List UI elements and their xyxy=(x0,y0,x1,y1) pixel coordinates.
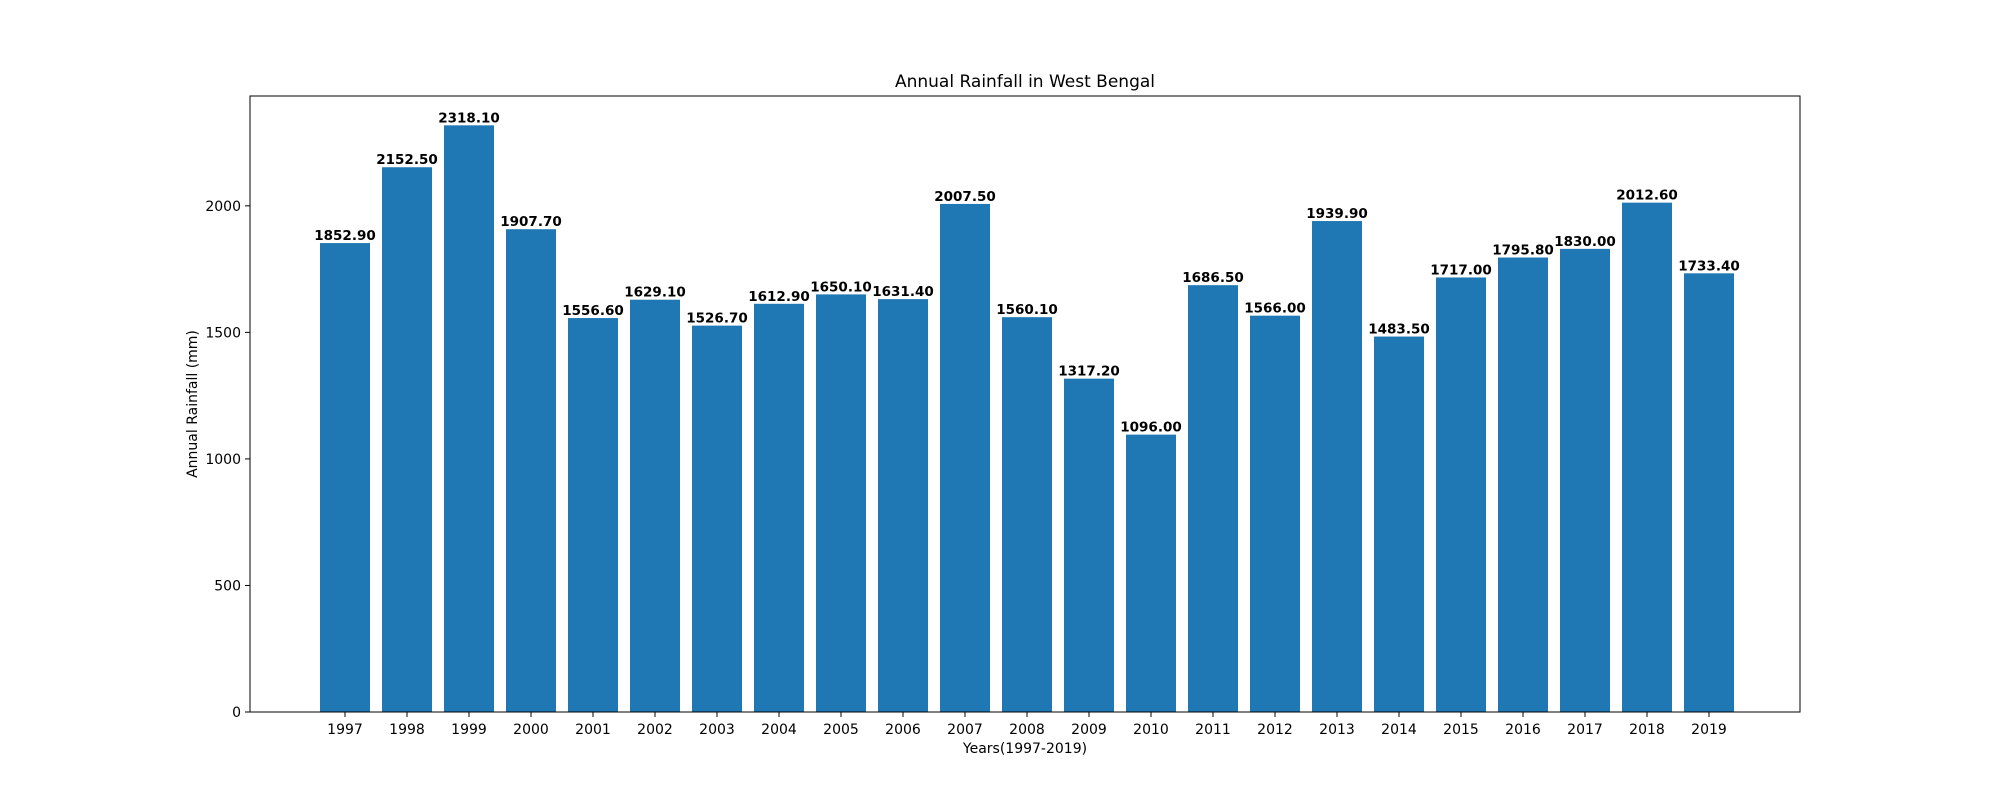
bar-value-label-2002: 1629.10 xyxy=(624,285,686,301)
x-tick-label-2006: 2006 xyxy=(885,722,921,738)
x-tick-label-2001: 2001 xyxy=(575,722,611,738)
x-tick-label-1998: 1998 xyxy=(389,722,425,738)
x-tick-label-2016: 2016 xyxy=(1505,722,1541,738)
bar-value-label-2016: 1795.80 xyxy=(1492,243,1554,259)
x-tick-label-2014: 2014 xyxy=(1381,722,1417,738)
bar-2013 xyxy=(1312,221,1362,713)
bar-2005 xyxy=(816,294,866,712)
x-tick-label-2002: 2002 xyxy=(637,722,673,738)
x-tick-label-1999: 1999 xyxy=(451,722,487,738)
bar-2012 xyxy=(1250,315,1300,712)
x-axis-label: Years(1997-2019) xyxy=(962,741,1087,757)
bar-value-label-2010: 1096.00 xyxy=(1120,420,1182,436)
bar-labels-group: 1852.90 2152.50 2318.10 1907.70 1556.601629.… xyxy=(314,110,1740,435)
x-tick-label-2012: 2012 xyxy=(1257,722,1293,738)
bar-value-label-2003: 1526.70 xyxy=(686,311,748,327)
bar-2007 xyxy=(940,203,990,712)
bar-2016 xyxy=(1498,257,1548,712)
bar-value-label-2004: 1612.90 xyxy=(748,289,810,305)
bar-2017 xyxy=(1560,248,1610,712)
x-tick-label-2007: 2007 xyxy=(947,722,983,738)
x-tick-label-1997: 1997 xyxy=(327,722,363,738)
bar-1997 xyxy=(320,243,370,713)
x-tick-label-2008: 2008 xyxy=(1009,722,1045,738)
y-tick-label-1500: 1500 xyxy=(205,325,241,341)
bar-2003 xyxy=(692,325,742,712)
y-tick-label-500: 500 xyxy=(214,578,241,594)
bar-2008 xyxy=(1002,317,1052,712)
bar-2011 xyxy=(1188,285,1238,712)
y-axis-label: Annual Rainfall (mm) xyxy=(185,330,201,478)
x-tick-label-2013: 2013 xyxy=(1319,722,1355,738)
x-tick-label-2019: 2019 xyxy=(1691,722,1727,738)
bar-value-label-2017: 1830.00 xyxy=(1554,234,1616,250)
bar-value-label-2019: 1733.40 xyxy=(1678,258,1740,274)
bar-value-label-2012: 1566.00 xyxy=(1244,301,1306,317)
bar-2004 xyxy=(754,303,804,712)
x-tick-label-2018: 2018 xyxy=(1629,722,1665,738)
bar-1998 xyxy=(382,167,432,712)
x-tick-label-2015: 2015 xyxy=(1443,722,1479,738)
bar-2014 xyxy=(1374,336,1424,712)
bar-2009 xyxy=(1064,378,1114,712)
x-tick-label-2010: 2010 xyxy=(1133,722,1169,738)
bar-2010 xyxy=(1126,434,1176,712)
bar-2019 xyxy=(1684,273,1734,712)
bar-value-label-2008: 1560.10 xyxy=(996,302,1058,318)
bar-value-label-1999: 2318.10 xyxy=(438,110,500,126)
bar-2002 xyxy=(630,299,680,712)
bar-value-label-2018: 2012.60 xyxy=(1616,188,1678,204)
bar-value-label-2005: 1650.10 xyxy=(810,279,872,295)
x-axis: 1997 1998 1999 2000 2001 2002 2003 2004 2005 2006… xyxy=(327,712,1727,738)
bar-2006 xyxy=(878,299,928,712)
bar-2018 xyxy=(1622,202,1672,712)
bar-value-label-2000: 1907.70 xyxy=(500,214,562,230)
bar-value-label-2007: 2007.50 xyxy=(934,189,996,205)
y-axis: 0 500 1000 1500 2000 xyxy=(205,199,250,721)
chart-title: Annual Rainfall in West Bengal xyxy=(895,72,1155,92)
y-tick-label-2000: 2000 xyxy=(205,199,241,215)
x-tick-label-2011: 2011 xyxy=(1195,722,1231,738)
bar-2001 xyxy=(568,318,618,712)
bar-value-label-2006: 1631.40 xyxy=(872,284,934,300)
bar-value-label-2011: 1686.50 xyxy=(1182,270,1244,286)
y-tick-label-1000: 1000 xyxy=(205,452,241,468)
bar-value-label-2013: 1939.90 xyxy=(1306,206,1368,222)
x-tick-label-2017: 2017 xyxy=(1567,722,1603,738)
x-tick-label-2005: 2005 xyxy=(823,722,859,738)
bar-value-label-2001: 1556.60 xyxy=(562,303,624,319)
x-tick-label-2009: 2009 xyxy=(1071,722,1107,738)
axes-frame xyxy=(249,95,1801,713)
y-tick-label-0: 0 xyxy=(232,705,241,721)
bar-1999 xyxy=(444,125,494,712)
bar-value-label-2015: 1717.00 xyxy=(1430,262,1492,278)
bar-value-label-1998: 2152.50 xyxy=(376,152,438,168)
x-tick-label-2003: 2003 xyxy=(699,722,735,738)
bar-value-label-2009: 1317.20 xyxy=(1058,364,1120,380)
bar-value-label-1997: 1852.90 xyxy=(314,228,376,244)
bar-2015 xyxy=(1436,277,1486,712)
bar-2000 xyxy=(506,229,556,712)
x-tick-label-2004: 2004 xyxy=(761,722,797,738)
bars-group xyxy=(320,125,1734,713)
x-tick-label-2000: 2000 xyxy=(513,722,549,738)
bar-value-label-2014: 1483.50 xyxy=(1368,322,1430,338)
